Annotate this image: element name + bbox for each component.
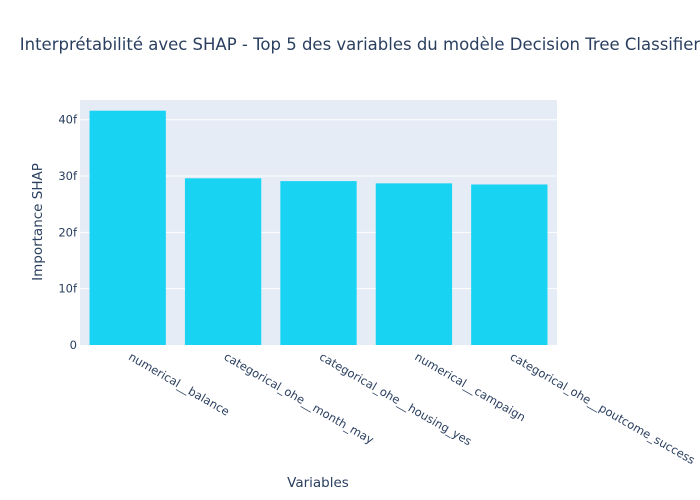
- y-tick-label: 20f: [58, 225, 78, 239]
- x-tick-label: categorical_ohe__housing_yes: [317, 349, 474, 448]
- y-tick-label: 40f: [58, 113, 78, 127]
- bar[interactable]: [375, 183, 453, 345]
- bar[interactable]: [184, 178, 262, 345]
- bar[interactable]: [89, 110, 166, 346]
- y-tick-label: 0: [70, 338, 77, 352]
- y-axis-ticks: 0 10f 20f 30f 40f: [58, 113, 78, 352]
- x-tick-label: numerical__balance: [126, 349, 232, 418]
- x-axis-ticks: numerical__balancecategorical_ohe__month…: [126, 349, 697, 467]
- x-tick-label: categorical_ohe__poutcome_success: [508, 349, 698, 467]
- bar[interactable]: [471, 184, 548, 345]
- y-tick-label: 30f: [58, 169, 78, 183]
- x-tick-label: categorical_ohe__month_may: [222, 349, 377, 447]
- x-axis-title: Variables: [287, 475, 349, 491]
- bars: [89, 110, 548, 346]
- chart-title: Interprétabilité avec SHAP - Top 5 des v…: [20, 35, 700, 54]
- y-axis-title: Importance SHAP: [30, 163, 46, 281]
- y-tick-label: 10f: [58, 282, 78, 296]
- bar[interactable]: [280, 181, 357, 345]
